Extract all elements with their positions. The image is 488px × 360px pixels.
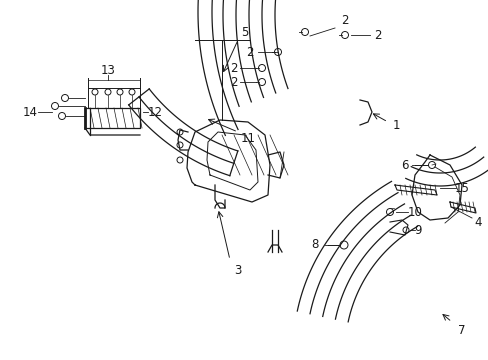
- Text: 7: 7: [457, 324, 465, 337]
- Text: 3: 3: [234, 264, 241, 276]
- Text: 2: 2: [246, 45, 253, 59]
- Text: 2: 2: [230, 62, 237, 75]
- Text: 2: 2: [373, 28, 381, 41]
- Text: 14: 14: [22, 105, 38, 118]
- Text: 4: 4: [473, 216, 481, 229]
- Text: 2: 2: [341, 14, 348, 27]
- Text: 1: 1: [391, 118, 399, 131]
- Text: 10: 10: [407, 206, 422, 219]
- Text: 5: 5: [241, 26, 248, 39]
- Text: 9: 9: [413, 224, 421, 237]
- Text: 11: 11: [240, 131, 255, 144]
- Text: 2: 2: [230, 76, 237, 89]
- Text: 6: 6: [401, 158, 408, 171]
- Text: 13: 13: [101, 63, 115, 77]
- Text: 8: 8: [311, 239, 318, 252]
- Text: 15: 15: [454, 181, 468, 194]
- Text: 12: 12: [147, 105, 162, 118]
